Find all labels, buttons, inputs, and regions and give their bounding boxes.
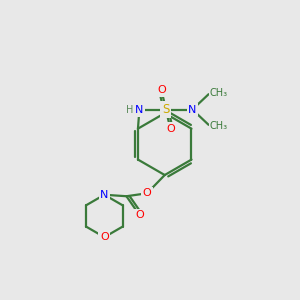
Text: H: H bbox=[126, 105, 134, 115]
Text: O: O bbox=[143, 188, 152, 198]
Text: N: N bbox=[188, 104, 196, 115]
Text: CH₃: CH₃ bbox=[209, 121, 227, 131]
Text: S: S bbox=[162, 103, 169, 116]
Text: N: N bbox=[135, 105, 144, 115]
Text: O: O bbox=[100, 232, 109, 242]
Text: O: O bbox=[157, 85, 166, 95]
Text: N: N bbox=[100, 190, 109, 200]
Text: N: N bbox=[100, 190, 109, 200]
Text: O: O bbox=[166, 124, 175, 134]
Text: CH₃: CH₃ bbox=[209, 88, 227, 98]
Text: O: O bbox=[135, 210, 144, 220]
